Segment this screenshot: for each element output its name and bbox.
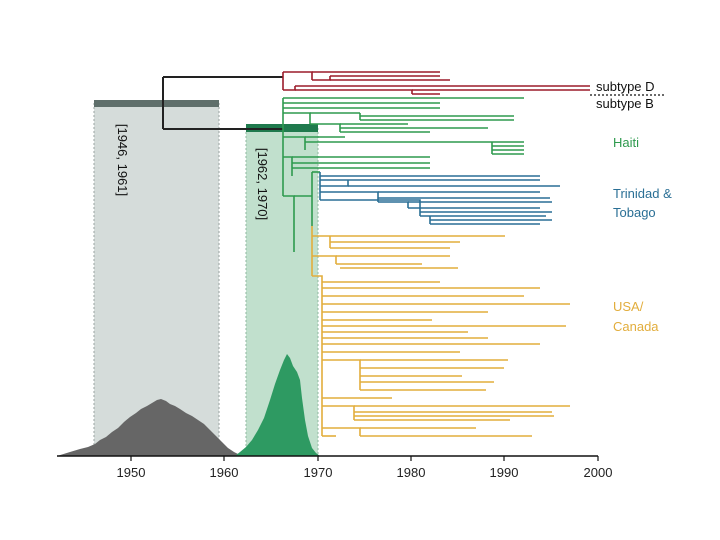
- x-tick-label-1950: 1950: [117, 465, 146, 480]
- x-tick-label-1960: 1960: [210, 465, 239, 480]
- subtype-d-clade: [282, 71, 590, 95]
- subtype-b-label: subtype B: [596, 96, 654, 111]
- x-tick-label-2000: 2000: [584, 465, 613, 480]
- interval-label-2: [1962, 1970]: [255, 148, 270, 220]
- trinidad-label-line1: Trinidad &: [613, 186, 672, 201]
- introduction-density: [235, 354, 320, 456]
- x-tick-label-1970: 1970: [304, 465, 333, 480]
- usa-label-line2: Canada: [613, 319, 659, 334]
- interval-label-1: [1946, 1961]: [115, 124, 130, 196]
- root-density: [57, 399, 246, 456]
- root-branches: [162, 76, 283, 130]
- x-tick-label-1990: 1990: [490, 465, 519, 480]
- trinidad-clade: [319, 172, 560, 225]
- haiti-label: Haiti: [613, 135, 639, 150]
- x-tick-label-1980: 1980: [397, 465, 426, 480]
- trinidad-label-line2: Tobago: [613, 205, 656, 220]
- usa-label-line1: USA/: [613, 299, 644, 314]
- haiti-clade: [282, 97, 524, 252]
- usa-canada-clade: [311, 226, 570, 437]
- interval-bar-1: [94, 100, 219, 107]
- interval-band-1: [94, 103, 219, 456]
- x-axis-ticks: [130, 456, 599, 461]
- subtype-d-label: subtype D: [596, 79, 655, 94]
